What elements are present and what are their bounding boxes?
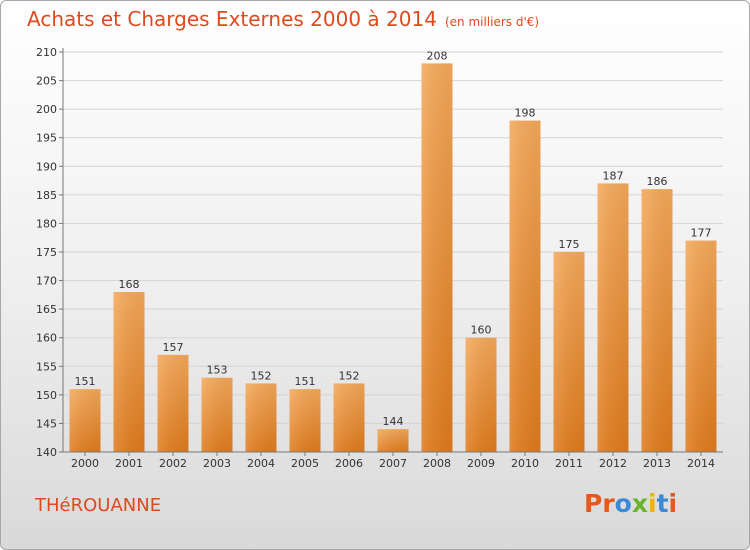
x-tick-label: 2003 [203, 457, 231, 470]
data-label: 168 [119, 278, 140, 291]
x-tick-label: 2001 [115, 457, 143, 470]
bar-shade [465, 337, 497, 452]
x-tick-label: 2013 [643, 457, 671, 470]
y-tick-label: 180 [36, 217, 57, 230]
data-label: 198 [515, 107, 536, 120]
chart-title-block: Achats et Charges Externes 2000 à 2014 (e… [27, 7, 539, 31]
data-label: 152 [251, 369, 272, 382]
logo-letter: o [614, 489, 632, 518]
y-tick-label: 145 [36, 417, 57, 430]
y-tick-label: 175 [36, 246, 57, 259]
chart-unit: (en milliers d'€) [444, 15, 540, 29]
bar-shade [333, 383, 365, 452]
x-tick-label: 2006 [335, 457, 363, 470]
data-label: 151 [75, 375, 96, 388]
bar-shade [421, 63, 453, 453]
data-label: 144 [383, 415, 404, 428]
bar-shade [641, 189, 673, 452]
x-tick-label: 2007 [379, 457, 407, 470]
logo-letter: i [648, 489, 657, 518]
x-tick-label: 2014 [687, 457, 715, 470]
bar-shade [597, 183, 629, 452]
axis-layer: 1401451501551601651701751801851901952002… [36, 46, 723, 470]
x-tick-label: 2008 [423, 457, 451, 470]
bar-shade [685, 240, 717, 452]
bar-shade [157, 354, 189, 452]
bar-shade [245, 383, 277, 452]
y-tick-label: 185 [36, 189, 57, 202]
bar-shade [113, 292, 145, 452]
x-tick-label: 2009 [467, 457, 495, 470]
x-tick-label: 2010 [511, 457, 539, 470]
data-label: 152 [339, 369, 360, 382]
x-tick-label: 2012 [599, 457, 627, 470]
logo-letter: i [668, 489, 678, 518]
bar-shade [509, 120, 541, 453]
y-tick-label: 210 [36, 46, 57, 59]
bar-shade [553, 252, 585, 452]
y-tick-label: 160 [36, 332, 57, 345]
x-tick-label: 2004 [247, 457, 275, 470]
x-tick-label: 2011 [555, 457, 583, 470]
data-label: 160 [471, 324, 492, 337]
logo-letter: t [656, 489, 669, 518]
x-tick-label: 2005 [291, 457, 319, 470]
y-tick-label: 170 [36, 275, 57, 288]
y-tick-label: 165 [36, 303, 57, 316]
data-label: 175 [559, 238, 580, 251]
y-tick-label: 155 [36, 360, 57, 373]
logo-letter: r [602, 489, 615, 518]
data-label: 151 [295, 375, 316, 388]
bar-shade [201, 377, 233, 452]
data-label: 157 [163, 341, 184, 354]
y-tick-label: 140 [36, 446, 57, 459]
y-tick-label: 150 [36, 389, 57, 402]
city-name: THéROUANNE [35, 495, 162, 516]
proxiti-logo: Proxiti [584, 489, 677, 518]
y-tick-label: 190 [36, 160, 57, 173]
x-tick-label: 2000 [71, 457, 99, 470]
chart-title: Achats et Charges Externes 2000 à 2014 [27, 7, 437, 31]
bar-shade [69, 389, 101, 452]
x-tick-label: 2002 [159, 457, 187, 470]
logo-letter: x [631, 489, 648, 518]
y-tick-label: 205 [36, 75, 57, 88]
data-label: 186 [647, 175, 668, 188]
data-label: 187 [603, 169, 624, 182]
data-label: 208 [427, 49, 448, 62]
bar-shade [289, 389, 321, 452]
bar-shade [377, 429, 409, 452]
bars-layer: 151 168 157 153 152 151 152 144 208 160 198 175 187 1… [69, 49, 717, 453]
data-label: 177 [691, 227, 712, 240]
data-label: 153 [207, 364, 228, 377]
y-tick-label: 200 [36, 103, 57, 116]
y-tick-label: 195 [36, 132, 57, 145]
logo-letter: P [584, 489, 603, 518]
